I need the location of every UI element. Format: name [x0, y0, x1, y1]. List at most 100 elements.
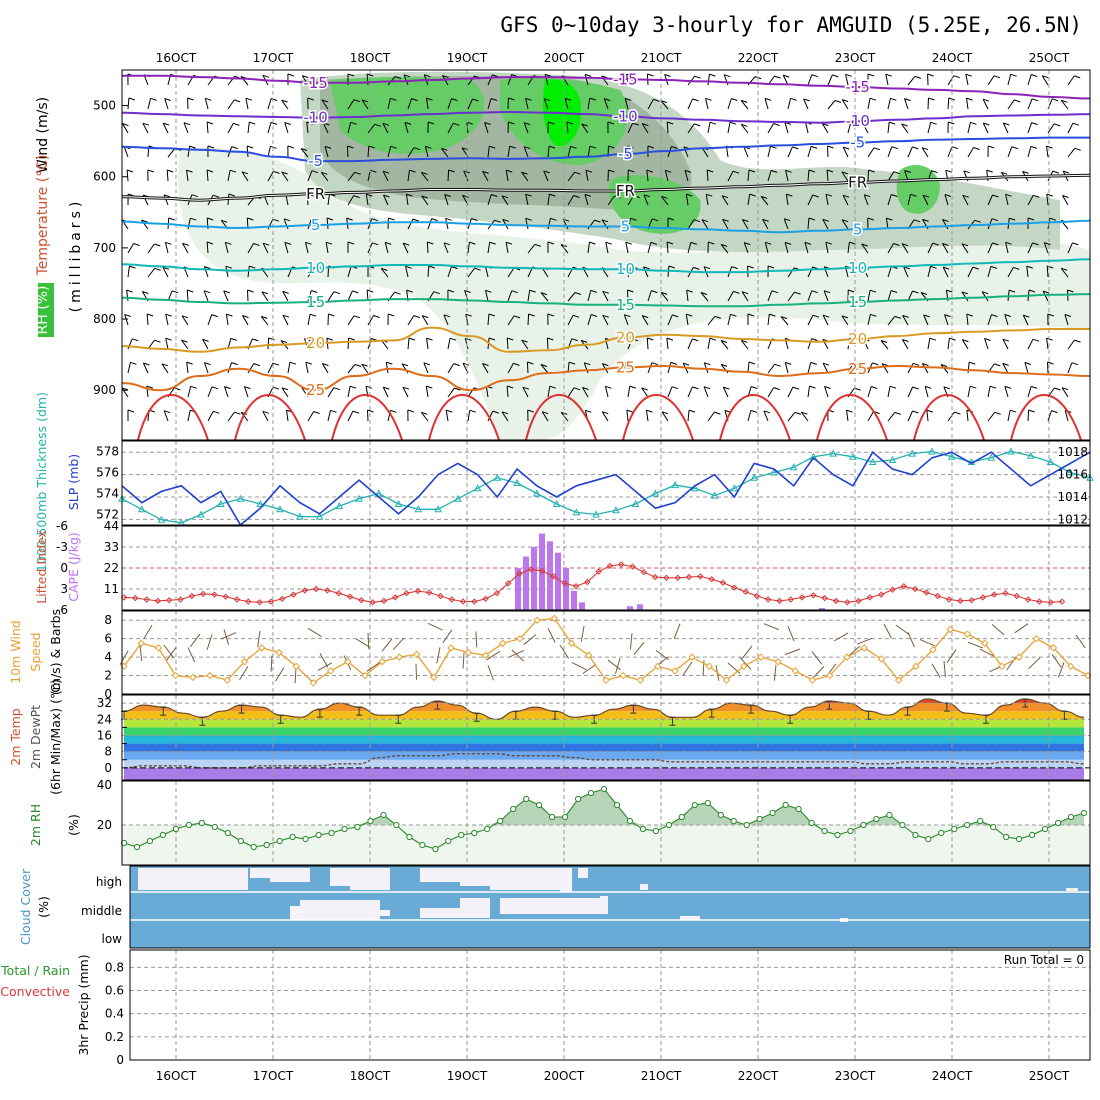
li-tick-label: 6	[60, 603, 68, 617]
wind-barb	[506, 337, 509, 350]
wind-barb-flag	[154, 339, 161, 343]
wind-barb-flag	[302, 75, 309, 79]
wind10m-marker	[877, 655, 886, 663]
wind-barb	[944, 314, 949, 326]
wind-barb-flag	[770, 169, 778, 173]
lifted-index-marker	[279, 595, 286, 603]
wind-barb-flag	[270, 121, 278, 125]
wind-barb	[700, 292, 709, 302]
wind-barb	[367, 123, 376, 134]
wind-barb	[164, 98, 169, 110]
wind-barb-flag	[730, 313, 737, 317]
wind-barb	[961, 339, 969, 350]
wind-barb-flag	[225, 241, 232, 245]
wind-barb	[142, 362, 149, 374]
wind-barb	[543, 98, 549, 110]
wind-barb	[384, 242, 389, 254]
isotherm-label: 10	[306, 259, 325, 277]
rh2m-marker	[808, 819, 815, 827]
wind-barb	[747, 169, 750, 182]
wind-barb	[767, 170, 772, 182]
wind-barb-10m	[739, 657, 752, 670]
wind-barb	[325, 242, 329, 254]
wind-barb	[526, 361, 529, 374]
lifted-index-marker	[222, 593, 229, 600]
wind-barb	[567, 171, 575, 182]
thickness-marker	[592, 510, 600, 518]
wind-barb-flag	[733, 290, 740, 294]
isotherm-label: 25	[306, 381, 325, 399]
wind-barb	[186, 170, 189, 182]
wind-barb	[163, 194, 169, 206]
wind-barb-flag	[283, 218, 291, 222]
wind-barb-flag	[812, 194, 819, 198]
rh2m-marker	[886, 811, 893, 819]
wind-barb	[301, 387, 309, 398]
wind-barb-flag	[431, 218, 438, 222]
wind-barb	[687, 98, 693, 110]
wind-barb-flag	[506, 169, 513, 173]
temp-minmax-bar	[708, 708, 715, 718]
wind-barb-flag	[354, 364, 362, 367]
wind-barb-flag	[328, 313, 335, 317]
wind-barb	[523, 122, 529, 134]
wind-barb-flag	[206, 121, 214, 125]
wind-barb-10m	[427, 622, 443, 631]
wind-barb-flag	[720, 243, 728, 247]
wind-barb	[922, 194, 929, 206]
wind-barb	[1002, 122, 1009, 134]
wind-barb	[982, 122, 989, 134]
wind-barb	[1007, 267, 1014, 278]
lifted-index-marker	[459, 598, 467, 605]
cloud-level-label: low	[102, 932, 123, 946]
wind-barb-10m	[702, 659, 705, 676]
wind-barb	[465, 314, 469, 326]
cape-bar	[579, 602, 585, 610]
wind-barb	[764, 98, 769, 110]
temp-band	[124, 751, 1084, 760]
wind-barb	[365, 194, 369, 206]
wind-barb	[921, 147, 929, 158]
wind-barb	[907, 76, 916, 86]
wind-barb-flag	[202, 338, 209, 342]
wind-barb-flag	[1053, 123, 1061, 127]
isotherm-label: -10	[303, 109, 328, 127]
wind-barb-flag	[692, 98, 699, 102]
wind-barb-flag	[407, 409, 414, 413]
wind10m-marker	[946, 625, 954, 634]
wind-barb-10m	[1057, 662, 1065, 678]
wind-barb-flag	[809, 385, 816, 389]
wind-barb	[187, 218, 191, 230]
wind-barb-flag	[774, 75, 781, 79]
wind-barb-flag	[643, 194, 651, 198]
wind-barb-flag	[902, 314, 909, 318]
wind-barb-flag	[605, 385, 612, 389]
wind-barb	[967, 122, 971, 134]
wind-barb	[601, 411, 609, 422]
lifted-index-marker	[177, 596, 184, 603]
wind-barb-flag	[970, 121, 977, 125]
wind-barb	[862, 338, 869, 350]
wind-barb	[327, 410, 331, 422]
wind-barb	[687, 338, 693, 350]
wind-barb-flag	[912, 362, 920, 366]
lifted-index-marker	[640, 568, 648, 576]
isotherm-30-line	[525, 394, 597, 441]
wind-barb-flag	[901, 123, 908, 127]
wind-barb	[627, 195, 635, 206]
wind-barb	[440, 147, 449, 158]
wind-barb-flag	[651, 290, 658, 294]
wind10m-marker	[154, 644, 163, 652]
wind-barb-flag	[929, 337, 936, 341]
wind-barb-flag	[1061, 387, 1069, 391]
wind-barb-flag	[750, 409, 758, 413]
wind-barb	[741, 291, 749, 302]
wind-barb	[146, 313, 149, 326]
wind-barb	[225, 266, 229, 278]
cloud-clear-patch	[680, 916, 700, 920]
wind-barb-flag	[368, 145, 375, 149]
wind-barb	[743, 242, 749, 254]
thickness-marker	[1066, 468, 1075, 476]
precip-tick-label: 0.6	[105, 984, 124, 998]
wind-barb	[444, 194, 449, 206]
